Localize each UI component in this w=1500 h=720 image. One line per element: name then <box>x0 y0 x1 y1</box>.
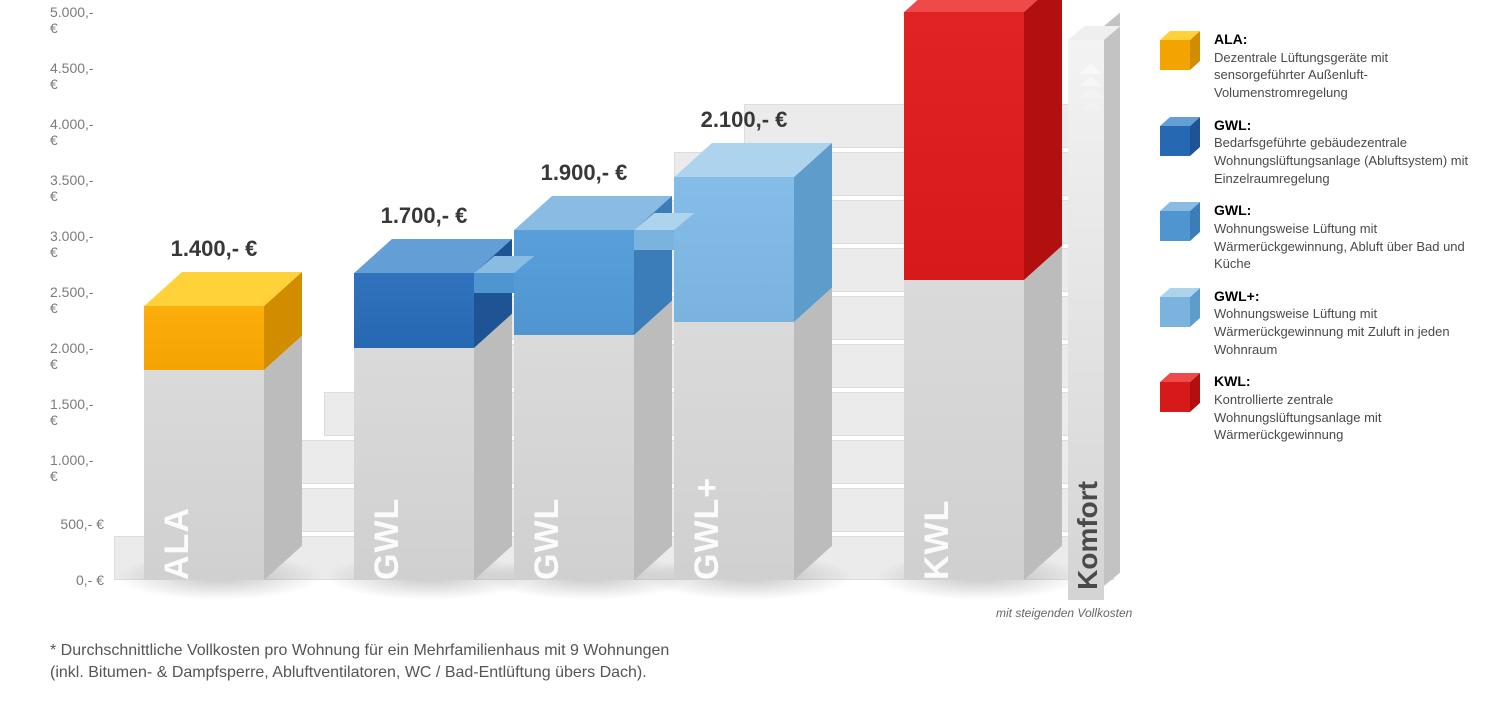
bars-container: ALA1.400,- €GWL1.700,- €GWL1.900,- €GWL+… <box>114 20 1114 580</box>
bar-label: KWL <box>918 280 957 580</box>
legend-text: GWL:Wohnungsweise Lüftung mit Wärmerückg… <box>1214 201 1480 273</box>
bar-value: 1.700,- € <box>354 203 494 229</box>
bar-kwl: KWL4.800,- € <box>904 12 1024 580</box>
legend-swatch <box>1160 201 1202 243</box>
legend-text: GWL:Bedarfsgeführte gebäudezentrale Wohn… <box>1214 116 1480 188</box>
legend-item: GWL:Bedarfsgeführte gebäudezentrale Wohn… <box>1160 116 1480 188</box>
y-tick: 500,- € <box>60 516 104 532</box>
y-axis: 0,- €500,- €1.000,- €1.500,- €2.000,- €2… <box>50 20 110 580</box>
y-tick: 1.000,- € <box>50 452 104 484</box>
y-tick: 4.000,- € <box>50 116 104 148</box>
y-tick: 2.500,- € <box>50 284 104 316</box>
y-tick: 4.500,- € <box>50 60 104 92</box>
bar-ala: ALA1.400,- € <box>144 306 264 580</box>
komfort-label: Komfort <box>1072 481 1104 590</box>
footnote: * Durchschnittliche Vollkosten pro Wohnu… <box>50 640 1450 683</box>
legend: ALA:Dezentrale Lüftungsgeräte mit sensor… <box>1160 30 1480 458</box>
legend-text: ALA:Dezentrale Lüftungsgeräte mit sensor… <box>1214 30 1480 102</box>
komfort-sublabel: mit steigenden Vollkosten <box>996 606 1132 620</box>
y-tick: 0,- € <box>76 572 104 588</box>
bar-label: ALA <box>158 370 197 580</box>
bar-label: GWL+ <box>688 322 727 580</box>
y-tick: 1.500,- € <box>50 396 104 428</box>
y-tick: 2.000,- € <box>50 340 104 372</box>
bar-gwl2: GWL1.900,- € <box>514 230 634 580</box>
legend-swatch <box>1160 30 1202 72</box>
bar-value: 1.900,- € <box>514 160 654 186</box>
footnote-line-1: * Durchschnittliche Vollkosten pro Wohnu… <box>50 640 1450 662</box>
legend-item: ALA:Dezentrale Lüftungsgeräte mit sensor… <box>1160 30 1480 102</box>
legend-text: KWL:Kontrollierte zentrale Wohnungslüftu… <box>1214 372 1480 444</box>
y-tick: 5.000,- € <box>50 4 104 36</box>
legend-item: KWL:Kontrollierte zentrale Wohnungslüftu… <box>1160 372 1480 444</box>
bridge <box>634 228 674 250</box>
legend-swatch <box>1160 116 1202 158</box>
bar-label: GWL <box>368 348 407 580</box>
y-tick: 3.500,- € <box>50 172 104 204</box>
chart-area: 0,- € 500,- € 1.000,- € 1.500,- € 2.000,- € 2… <box>50 20 1120 620</box>
bar-gwlplus: GWL+2.100,- € <box>674 177 794 580</box>
bar-label: GWL <box>528 335 567 580</box>
legend-item: GWL+:Wohnungsweise Lüftung mit Wärmerück… <box>1160 287 1480 359</box>
legend-swatch <box>1160 287 1202 329</box>
legend-swatch <box>1160 372 1202 414</box>
legend-text: GWL+:Wohnungsweise Lüftung mit Wärmerück… <box>1214 287 1480 359</box>
bridge <box>474 271 514 293</box>
bar-gwl1: GWL1.700,- € <box>354 273 474 580</box>
komfort-pillar: Komfort <box>1068 40 1114 600</box>
legend-item: GWL:Wohnungsweise Lüftung mit Wärmerückg… <box>1160 201 1480 273</box>
bar-value: 1.400,- € <box>144 236 284 262</box>
y-tick: 3.000,- € <box>50 228 104 260</box>
bar-value: 2.100,- € <box>674 107 814 133</box>
footnote-line-2: (inkl. Bitumen- & Dampfsperre, Abluftven… <box>50 662 1450 684</box>
